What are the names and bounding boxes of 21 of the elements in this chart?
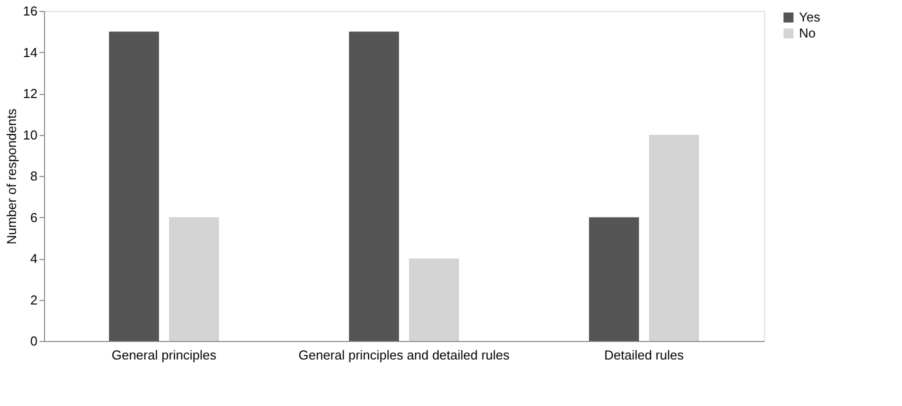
legend-label: No (799, 26, 816, 40)
x-tick-label: Detailed rules (604, 348, 684, 362)
y-tick-label: 16 (23, 4, 38, 18)
y-tick-label: 2 (30, 292, 38, 308)
y-tick-label: 12 (23, 86, 38, 101)
y-tick-label: 14 (23, 44, 38, 60)
bar (589, 217, 639, 341)
bar (409, 258, 459, 341)
bar (169, 217, 219, 341)
y-tick-label: 6 (30, 210, 38, 225)
x-tick-label: General principles and detailed rules (298, 348, 510, 362)
y-tick-label: 8 (30, 168, 38, 184)
bar (349, 32, 399, 341)
y-axis-title: Number of respondents (4, 108, 20, 244)
bar (649, 134, 699, 341)
x-tick-label: General principles (112, 348, 217, 362)
y-tick-label: 4 (30, 251, 38, 266)
bar (109, 32, 159, 341)
legend-label: Yes (799, 10, 821, 24)
y-tick-label: 0 (30, 334, 38, 348)
y-tick-label: 10 (23, 127, 38, 142)
